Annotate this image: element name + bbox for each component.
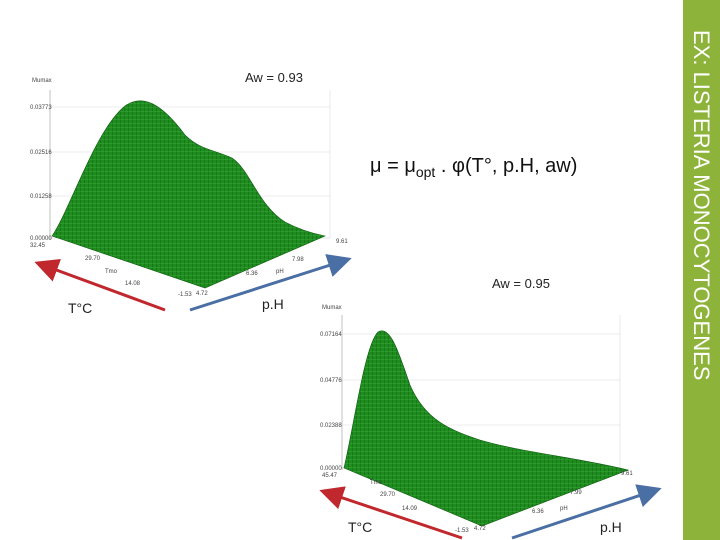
z-tick-label: 0.02388 xyxy=(320,423,342,429)
arrow xyxy=(34,258,166,312)
ph-tick-label: 7.98 xyxy=(292,257,304,263)
ph-tick-label: 4.72 xyxy=(474,526,486,532)
z-tick-label: 0.00000 xyxy=(320,466,342,472)
arrow-label: p.H xyxy=(262,296,284,312)
t-tick-label: -1.53 xyxy=(455,528,469,534)
z-tick-label: 0.07164 xyxy=(320,332,342,338)
formula-main: μ = μ xyxy=(370,155,416,177)
z-tick-label: 0.02516 xyxy=(30,150,52,156)
ph-label: pH xyxy=(560,506,568,512)
t-tick-label: 32.45 xyxy=(30,243,46,249)
formula-sub: opt xyxy=(416,164,436,180)
ph-tick-label: 9.61 xyxy=(336,239,348,245)
ph-tick-label: 7.99 xyxy=(570,490,582,496)
plot-title: Aw = 0.95 xyxy=(492,276,550,291)
sidebar-title: EX: LISTERIA MONOCYTOGENES xyxy=(689,30,714,380)
z-tick-label: 0.01258 xyxy=(30,194,52,200)
z-tick-label: 0.04776 xyxy=(320,378,342,384)
arrow-label: p.H xyxy=(600,519,622,535)
z-label: Mumax xyxy=(32,78,52,84)
z-tick-label: 0.00000 xyxy=(30,236,52,242)
formula: μ = μopt . φ(T°, p.H, aw) xyxy=(370,155,577,180)
arrow xyxy=(319,486,463,540)
surface xyxy=(51,100,326,289)
ph-tick-label: 6.36 xyxy=(532,509,544,515)
z-label: Mumax xyxy=(322,305,342,311)
arrow-label: T°C xyxy=(348,519,372,535)
surface xyxy=(343,330,629,527)
t-tick-label: 45.47 xyxy=(322,473,338,479)
z-tick-label: 0.03773 xyxy=(30,105,52,111)
plot-1: Aw = 0.93 Mumax 0.03773 0.02516 0.01258 … xyxy=(30,70,352,316)
t-tick-label: 29.70 xyxy=(85,256,101,262)
t-label: Tmo xyxy=(370,480,383,486)
plot-title: Aw = 0.93 xyxy=(245,70,303,85)
arrow-label: T°C xyxy=(68,300,92,316)
ph-tick-label: 9.61 xyxy=(621,471,633,477)
ph-label: pH xyxy=(276,269,284,275)
ph-tick-label: 4.72 xyxy=(196,291,208,297)
t-tick-label: 14.08 xyxy=(125,281,141,287)
t-label: Tmo xyxy=(105,269,118,275)
arrow xyxy=(189,254,352,312)
formula-rest: . φ(T°, p.H, aw) xyxy=(435,155,577,177)
plot-2: Aw = 0.95 Mumax 0.07164 0.04776 0.02388 … xyxy=(319,276,662,540)
t-tick-label: -1.53 xyxy=(178,292,192,298)
sidebar xyxy=(683,0,720,540)
ph-tick-label: 6.36 xyxy=(246,271,258,277)
t-tick-label: 14.09 xyxy=(402,506,418,512)
arrow xyxy=(511,484,662,540)
t-tick-label: 29.70 xyxy=(380,492,396,498)
